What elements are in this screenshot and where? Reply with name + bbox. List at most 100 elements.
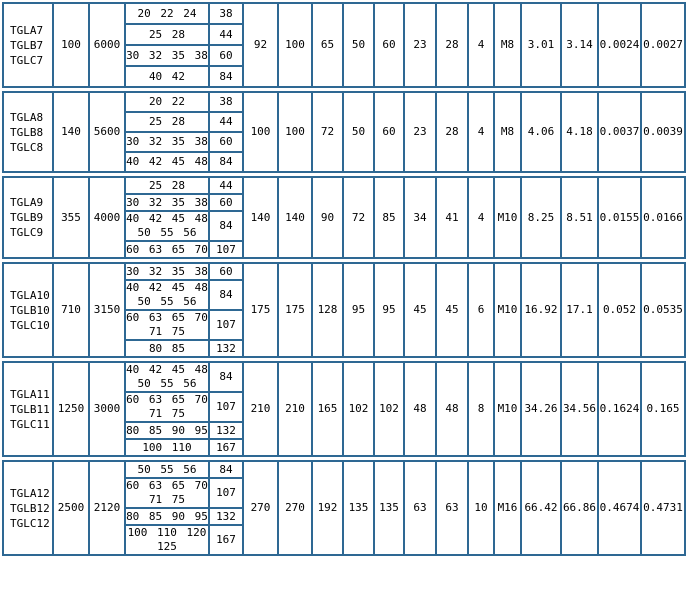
spec-value-cell-2: 175 (277, 262, 313, 358)
length-cell: 84 (208, 279, 244, 311)
length-cell: 44 (208, 23, 244, 46)
model-cell: TGLA7 TGLB7 TGLC7 (2, 2, 54, 88)
table-row: 25 28 44 (3, 111, 685, 133)
bore-line: 40 42 45 48 (126, 212, 208, 225)
speed-cell: 4000 (88, 176, 126, 259)
bore-line: 40 42 45 48 (126, 155, 208, 168)
model-label: TGLA12 (10, 486, 50, 500)
bore-cell: 60 63 65 70 71 75 (124, 477, 210, 509)
model-label: TGLC9 (10, 226, 44, 239)
model-label: TGLB12 (10, 501, 50, 515)
model-label: TGLB9 (10, 211, 44, 224)
torque-cell: 2500 (52, 460, 90, 556)
spec-value-cell-5: 85 (373, 176, 405, 259)
model-cell: TGLA12 TGLB12 TGLC12 (2, 460, 54, 556)
bore-cell: 50 55 56 (124, 460, 210, 479)
bore-cell: 25 28 (124, 111, 210, 133)
spec-value-cell-3: 128 (311, 262, 344, 358)
model-cell: TGLA10 TGLB10 TGLC10 (2, 262, 54, 358)
model-label: TGLC11 (10, 417, 50, 431)
bore-cell: 40 42 45 48 50 55 56 (124, 361, 210, 393)
length-cell: 60 (208, 193, 244, 212)
bore-cell: 80 85 (124, 339, 210, 358)
spec-value-cell-2: 270 (277, 460, 313, 556)
spec-value-cell-8: 8 (467, 361, 495, 457)
speed-cell: 6000 (88, 2, 126, 88)
spec-value-cell-11: 3.14 (560, 2, 599, 88)
bore-line: 20 22 24 (137, 6, 197, 20)
table-row: 30 32 35 38 60 (3, 193, 685, 212)
spec-value-cell-6: 34 (403, 176, 437, 259)
group-table-tgla12: TGLA12 TGLB12 TGLC12 2500 2120 50 55 56 84 270 2… (2, 460, 686, 556)
bore-line: 50 55 56 (137, 226, 197, 239)
spec-value-cell-9: M10 (493, 361, 522, 457)
bore-cell: 25 28 (124, 176, 210, 195)
table-row: 60 63 65 70 107 (3, 240, 685, 259)
length-cell: 38 (208, 2, 244, 25)
spec-value-cell-13: 0.0039 (640, 91, 686, 173)
table-row: 40 42 45 48 84 (3, 151, 685, 173)
model-label: TGLA11 (10, 387, 50, 401)
model-label: TGLB7 (10, 38, 44, 52)
bore-line: 25 28 (148, 27, 186, 41)
group-table-tgla8: TGLA8 TGLB8 TGLC8 140 5600 20 22 38 100 100 72 50 6… (2, 91, 686, 173)
speed-cell: 2120 (88, 460, 126, 556)
group-table-tgla9: TGLA9 TGLB9 TGLC9 355 4000 25 28 44 140 140 90 72 8… (2, 176, 686, 259)
spec-value-cell-4: 135 (342, 460, 375, 556)
table-row: 60 63 65 70 71 75 107 (3, 477, 685, 509)
length-cell: 107 (208, 240, 244, 259)
bore-line: 50 55 56 (137, 377, 197, 390)
torque-cell: 100 (52, 2, 90, 88)
spec-value-cell-1: 140 (242, 176, 279, 259)
spec-value-cell-6: 45 (403, 262, 437, 358)
spec-value-cell-13: 0.0166 (640, 176, 686, 259)
spec-value-cell-8: 4 (467, 176, 495, 259)
spec-value-cell-2: 100 (277, 2, 313, 88)
spec-value-cell-8: 4 (467, 91, 495, 173)
spec-value-cell-12: 0.0037 (597, 91, 642, 173)
torque-cell: 355 (52, 176, 90, 259)
model-label: TGLB8 (10, 125, 44, 139)
length-cell: 167 (208, 438, 244, 457)
model-label: TGLB11 (10, 402, 50, 416)
spec-value-cell-5: 95 (373, 262, 405, 358)
table-row: 25 28 44 (3, 23, 685, 46)
bore-line: 60 63 65 70 (126, 242, 208, 256)
bore-line: 80 85 (148, 341, 186, 355)
model-label: TGLC12 (10, 516, 50, 530)
table-row: 60 63 65 70 71 75 107 (3, 309, 685, 341)
length-cell: 107 (208, 477, 244, 509)
model-label: TGLB10 (10, 303, 50, 317)
torque-cell: 1250 (52, 361, 90, 457)
model-label: TGLC7 (10, 53, 44, 67)
spec-value-cell-2: 100 (277, 91, 313, 173)
spec-value-cell-7: 63 (435, 460, 469, 556)
bore-cell: 20 22 24 (124, 2, 210, 25)
speed-cell: 5600 (88, 91, 126, 173)
table-row: 30 32 35 38 60 (3, 44, 685, 67)
length-cell: 44 (208, 111, 244, 133)
bore-cell: 40 42 45 48 50 55 56 (124, 210, 210, 242)
bore-line: 40 42 (148, 69, 186, 83)
spec-value-cell-10: 34.26 (520, 361, 562, 457)
table-row: TGLA9 TGLB9 TGLC9 355 4000 25 28 44 140 140 90 72 8… (2, 176, 686, 259)
bore-cell: 40 42 45 48 50 55 56 (124, 279, 210, 311)
length-cell: 84 (208, 361, 244, 393)
spec-value-cell-5: 60 (373, 91, 405, 173)
bore-line: 30 32 35 38 (126, 264, 208, 278)
bore-cell: 30 32 35 38 (124, 262, 210, 281)
spec-value-cell-5: 60 (373, 2, 405, 88)
bore-line: 71 75 (148, 407, 186, 420)
speed-cell: 3150 (88, 262, 126, 358)
bore-line: 60 63 65 70 (126, 479, 208, 492)
spec-value-cell-4: 50 (342, 2, 375, 88)
length-cell: 132 (208, 339, 244, 358)
spec-value-cell-11: 4.18 (560, 91, 599, 173)
table-row: TGLA7 TGLB7 TGLC7 100 6000 20 22 24 38 92 100 65 5… (2, 2, 686, 88)
bore-line: 60 63 65 70 (126, 311, 208, 324)
table-row: TGLA10 TGLB10 TGLC10 710 3150 30 32 35 38 60 17… (2, 262, 686, 358)
spec-value-cell-7: 48 (435, 361, 469, 457)
model-label: TGLA7 (10, 23, 44, 37)
bore-line: 20 22 (148, 95, 186, 108)
spec-value-cell-12: 0.4674 (597, 460, 642, 556)
